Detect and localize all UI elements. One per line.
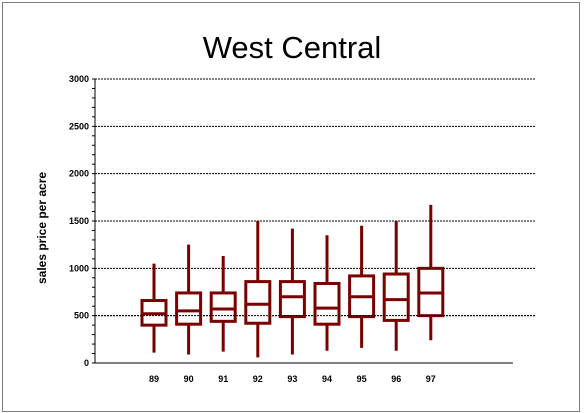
box-body xyxy=(382,272,410,322)
box-92 xyxy=(244,221,272,358)
box-body xyxy=(313,281,341,326)
x-tick-label: 92 xyxy=(253,374,263,384)
y-axis-title: sales price per acre xyxy=(35,172,49,284)
y-tick-label: 3000 xyxy=(69,74,89,84)
chart-title: West Central xyxy=(202,30,382,65)
x-tick-label: 96 xyxy=(391,374,401,384)
tick-labels: 0 500 1000 1500 2000 2500 3000 89 90 91 92 93 94 95 96… xyxy=(69,74,436,384)
y-tick-label: 1500 xyxy=(69,216,89,226)
box-93 xyxy=(278,228,306,355)
box-body xyxy=(175,291,203,326)
x-tick-label: 97 xyxy=(426,374,436,384)
x-tick-label: 90 xyxy=(184,374,194,384)
box-series xyxy=(95,204,535,358)
y-tick-label: 1000 xyxy=(69,263,89,273)
box-body xyxy=(209,291,237,323)
box-91 xyxy=(209,256,237,352)
box-90 xyxy=(175,244,203,355)
box-89 xyxy=(140,263,168,353)
box-96 xyxy=(382,221,410,351)
x-tick-label: 89 xyxy=(149,374,159,384)
y-tick-label: 2500 xyxy=(69,121,89,131)
grid-lines xyxy=(95,78,535,317)
x-tick-label: 95 xyxy=(357,374,367,384)
y-tick-label: 2000 xyxy=(69,169,89,179)
box-body xyxy=(278,280,306,319)
y-tick-label: 500 xyxy=(74,311,89,321)
x-tick-label: 93 xyxy=(287,374,297,384)
box-body xyxy=(244,280,272,325)
x-tick-label: 91 xyxy=(218,374,228,384)
box-94 xyxy=(313,235,341,351)
x-tick-label: 94 xyxy=(322,374,332,384)
box-95 xyxy=(348,225,376,348)
y-tick-label: 0 xyxy=(84,358,89,368)
box-97 xyxy=(417,204,445,341)
